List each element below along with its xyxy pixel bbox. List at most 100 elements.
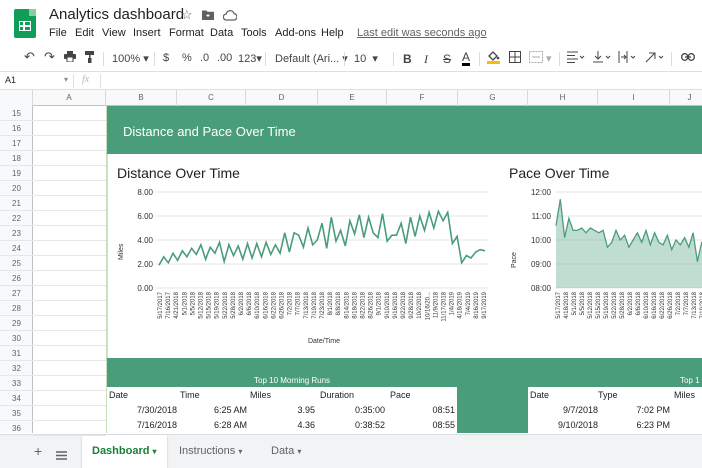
add-sheet-icon[interactable]: + xyxy=(34,443,43,459)
insert-link-icon[interactable] xyxy=(681,52,695,64)
tab-data[interactable]: Data ▾ xyxy=(261,435,311,468)
row-header[interactable]: 26 xyxy=(0,271,33,286)
row-header[interactable]: 29 xyxy=(0,316,33,331)
column-header[interactable]: E xyxy=(318,90,387,106)
row-header[interactable]: 21 xyxy=(0,196,33,211)
row-header[interactable]: 25 xyxy=(0,256,33,271)
toolbar-divider xyxy=(344,52,345,66)
x-tick-label: 6/26/2018 xyxy=(280,291,286,318)
move-folder-icon[interactable] xyxy=(202,9,214,23)
gridline xyxy=(33,240,106,241)
column-header[interactable]: H xyxy=(528,90,598,106)
x-tick-label: 8/8/2018 xyxy=(336,291,342,315)
name-box-dropdown-icon[interactable]: ▾ xyxy=(64,75,69,84)
x-tick-label: 9/16/2018 xyxy=(393,291,399,318)
menu-file[interactable]: File xyxy=(49,27,67,39)
table-cell: 6:23 PM xyxy=(636,420,670,430)
table-gap xyxy=(457,387,528,433)
row-header[interactable]: 33 xyxy=(0,376,33,391)
sheets-logo-icon[interactable] xyxy=(14,9,36,38)
column-header[interactable]: J xyxy=(670,90,702,106)
font-select[interactable]: Default (Ari... ▾ xyxy=(275,53,348,65)
more-formats-select[interactable]: 123▾ xyxy=(238,53,262,65)
column-header[interactable]: I xyxy=(598,90,670,106)
horizontal-align-icon[interactable] xyxy=(567,51,585,66)
tab-dropdown-icon[interactable]: ▾ xyxy=(152,447,157,456)
row-header[interactable]: 24 xyxy=(0,241,33,256)
row-header[interactable]: 16 xyxy=(0,121,33,136)
zoom-select[interactable]: 100% ▾ xyxy=(112,53,149,65)
tab-dashboard[interactable]: Dashboard ▾ xyxy=(82,435,167,468)
row-headers: 15 16 17 18 19 20 21 22 23 24 25 26 27 28 29 30 31 32 33 34… xyxy=(0,106,33,436)
text-color-button[interactable]: A xyxy=(462,50,471,66)
x-tick-label: 1/4/2019 xyxy=(450,291,456,315)
table-cell: 7/30/2018 xyxy=(136,405,177,415)
menu-addons[interactable]: Add-ons xyxy=(275,27,316,39)
column-header[interactable]: G xyxy=(458,90,528,106)
row-header[interactable]: 27 xyxy=(0,286,33,301)
font-size-select[interactable]: 10 ▾ xyxy=(354,53,378,65)
last-edit-link[interactable]: Last edit was seconds ago xyxy=(357,27,487,39)
redo-icon[interactable]: ↷ xyxy=(44,49,55,64)
menu-data[interactable]: Data xyxy=(210,27,234,39)
name-box[interactable]: A1 xyxy=(5,75,17,85)
menu-edit[interactable]: Edit xyxy=(75,27,94,39)
pace-chart[interactable]: 12:00 11:00 10:00 09:00 08:00 5/17/2017 4/18/2… xyxy=(500,180,702,358)
menu-insert[interactable]: Insert xyxy=(133,27,161,39)
strikethrough-button[interactable]: S xyxy=(443,52,452,66)
merge-cells-icon[interactable] xyxy=(529,51,543,66)
row-header[interactable]: 32 xyxy=(0,361,33,376)
row-header[interactable]: 31 xyxy=(0,346,33,361)
tab-dropdown-icon[interactable]: ▾ xyxy=(238,447,243,456)
row-header[interactable]: 22 xyxy=(0,211,33,226)
star-icon[interactable]: ☆ xyxy=(181,7,193,22)
column-a-cells[interactable] xyxy=(33,106,106,433)
cloud-saved-icon[interactable] xyxy=(222,9,238,24)
column-header[interactable]: A xyxy=(33,90,106,106)
y-tick-label: 2.00 xyxy=(137,260,153,269)
menu-format[interactable]: Format xyxy=(169,27,204,39)
row-header[interactable]: 35 xyxy=(0,406,33,421)
text-rotation-icon[interactable] xyxy=(645,51,665,66)
row-header[interactable]: 19 xyxy=(0,166,33,181)
increase-decimal-button[interactable]: .00 xyxy=(217,52,233,64)
menu-tools[interactable]: Tools xyxy=(241,27,267,39)
row-header[interactable]: 34 xyxy=(0,391,33,406)
bold-button[interactable]: B xyxy=(403,52,412,66)
currency-format-button[interactable]: $ xyxy=(163,52,170,64)
all-sheets-icon[interactable] xyxy=(56,447,67,465)
tab-instructions[interactable]: Instructions ▾ xyxy=(169,435,252,468)
vertical-align-icon[interactable] xyxy=(593,51,611,66)
paint-format-icon[interactable] xyxy=(85,51,95,66)
borders-icon[interactable] xyxy=(509,51,521,66)
column-header[interactable]: C xyxy=(177,90,246,106)
column-header[interactable]: F xyxy=(387,90,458,106)
menu-help[interactable]: Help xyxy=(321,27,344,39)
italic-button[interactable]: I xyxy=(424,52,428,66)
row-header[interactable]: 28 xyxy=(0,301,33,316)
row-header[interactable]: 23 xyxy=(0,226,33,241)
merge-dropdown-icon[interactable]: ▾ xyxy=(546,53,552,65)
tab-dropdown-icon[interactable]: ▾ xyxy=(297,447,302,456)
undo-icon[interactable]: ↶ xyxy=(24,49,35,64)
x-tick-label: 9/22/2018 xyxy=(401,291,407,318)
decrease-decimal-button[interactable]: .0 xyxy=(200,52,210,64)
fill-color-icon[interactable] xyxy=(487,50,500,67)
x-tick-label: 8/26/2018 xyxy=(369,291,375,318)
distance-chart[interactable]: 8.006.004.002.000.005/17/2017 7/16/2017 4/… xyxy=(106,180,498,358)
row-header[interactable]: 17 xyxy=(0,136,33,151)
row-header[interactable]: 18 xyxy=(0,151,33,166)
document-title[interactable]: Analytics dashboard xyxy=(49,6,185,23)
formula-input[interactable] xyxy=(108,75,698,88)
print-icon[interactable] xyxy=(64,51,76,65)
row-header[interactable]: 20 xyxy=(0,181,33,196)
row-header[interactable]: 15 xyxy=(0,106,33,121)
percent-format-button[interactable]: % xyxy=(182,52,192,64)
column-header[interactable]: B xyxy=(106,90,177,106)
column-header[interactable]: D xyxy=(246,90,318,106)
select-all-corner[interactable] xyxy=(0,90,33,106)
menu-view[interactable]: View xyxy=(102,27,126,39)
row-header[interactable]: 30 xyxy=(0,331,33,346)
text-wrap-icon[interactable] xyxy=(618,51,636,66)
x-tick-label: 6/6/2018 xyxy=(636,291,642,315)
